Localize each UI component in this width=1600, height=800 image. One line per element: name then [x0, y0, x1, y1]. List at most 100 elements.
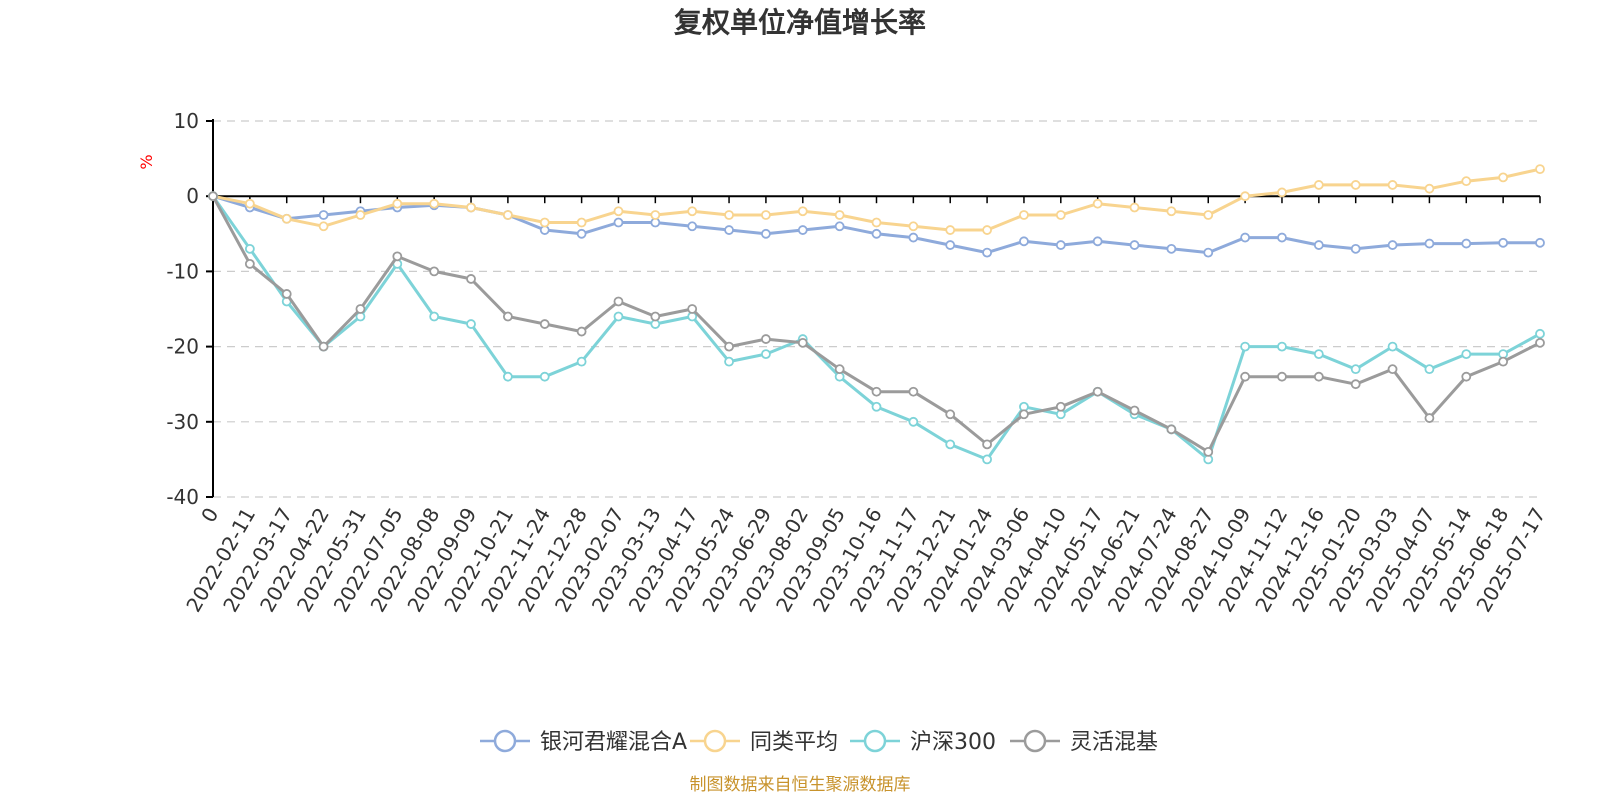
data-point [1313, 349, 1324, 360]
data-point [502, 210, 513, 220]
data-point [576, 356, 587, 367]
data-point [429, 311, 440, 322]
data-point [1019, 236, 1029, 247]
data-point [1535, 237, 1545, 248]
data-point [1387, 180, 1398, 190]
data-point [724, 341, 734, 352]
data-point [871, 386, 882, 397]
legend[interactable]: 银河君耀混合A 同类平均 沪深300 灵活混基 [480, 729, 1158, 755]
chart-title: 复权单位净值增长率 [674, 6, 926, 39]
data-point [466, 319, 476, 329]
data-point [1240, 232, 1251, 243]
data-point [1129, 405, 1140, 416]
data-point [1535, 328, 1545, 339]
series-1 [208, 164, 1545, 235]
data-point [502, 371, 513, 382]
data-point [1240, 341, 1251, 352]
data-point [1166, 424, 1177, 435]
data-point [539, 217, 550, 228]
data-point [1129, 202, 1140, 213]
data-point [613, 206, 624, 217]
data-point [1350, 243, 1361, 254]
data-point [1535, 337, 1545, 348]
data-point [576, 217, 587, 228]
data-point [1019, 409, 1029, 420]
data-point [687, 206, 698, 217]
legend-item[interactable]: 同类平均 [690, 729, 838, 755]
data-point [1277, 232, 1287, 243]
data-point [1313, 180, 1324, 190]
data-point [429, 266, 440, 277]
data-point [1350, 364, 1361, 375]
data-point [1129, 240, 1140, 250]
legend-label: 同类平均 [750, 730, 838, 755]
data-point [1350, 379, 1361, 390]
data-point [613, 296, 624, 307]
data-point [1092, 386, 1103, 397]
data-point [1240, 191, 1251, 202]
data-point [687, 221, 698, 232]
legend-label: 银河君耀混合A [540, 730, 687, 755]
data-point [945, 409, 956, 420]
legend-swatch-marker [1023, 729, 1047, 753]
data-point [1498, 356, 1509, 367]
legend-item[interactable]: 灵活混基 [1010, 729, 1158, 755]
data-point [945, 240, 956, 250]
y-tick-label: -10 [166, 259, 199, 283]
data-point [761, 334, 771, 344]
data-point [1424, 364, 1435, 375]
data-point [208, 191, 218, 202]
data-point [871, 217, 882, 228]
data-point [1350, 180, 1361, 190]
data-point [1461, 371, 1472, 382]
data-point [1313, 240, 1324, 250]
y-tick-label: 0 [186, 184, 199, 208]
data-point [1055, 401, 1066, 412]
y-tick-label: -20 [166, 335, 199, 359]
data-point [797, 206, 808, 217]
data-point [576, 326, 587, 337]
data-point [945, 439, 956, 450]
data-point [650, 210, 661, 220]
data-point [318, 341, 329, 352]
data-point [355, 210, 366, 220]
data-point [1203, 247, 1214, 258]
data-point [318, 210, 329, 220]
legend-label: 沪深300 [910, 730, 996, 755]
data-point [982, 225, 992, 235]
data-point [281, 213, 292, 224]
data-point [1461, 349, 1472, 360]
data-point [982, 439, 992, 450]
y-axis-unit: % [137, 154, 156, 169]
data-point [908, 386, 919, 397]
x-tick-label: 0 [196, 504, 223, 527]
data-point [1277, 371, 1287, 382]
data-point [244, 258, 255, 269]
data-point [392, 251, 403, 262]
data-point [724, 210, 734, 220]
data-point [244, 198, 255, 209]
data-point [1535, 164, 1545, 175]
data-point [650, 311, 661, 322]
data-point [871, 228, 882, 239]
data-point [466, 274, 476, 284]
legend-item[interactable]: 银河君耀混合A [480, 729, 687, 755]
data-point [1424, 238, 1435, 249]
data-point [724, 356, 734, 367]
data-point [908, 416, 919, 427]
data-point [281, 289, 292, 299]
data-point [1424, 183, 1435, 194]
data-point [1461, 238, 1472, 249]
data-point [797, 225, 808, 235]
data-point [502, 311, 513, 322]
data-point [1387, 341, 1398, 352]
data-point [1203, 210, 1214, 220]
data-point [761, 210, 771, 220]
data-point [761, 349, 771, 360]
data-point [613, 217, 624, 228]
series-lines [208, 164, 1545, 465]
data-point [576, 228, 587, 239]
data-point [1019, 210, 1029, 220]
legend-item[interactable]: 沪深300 [850, 729, 996, 755]
